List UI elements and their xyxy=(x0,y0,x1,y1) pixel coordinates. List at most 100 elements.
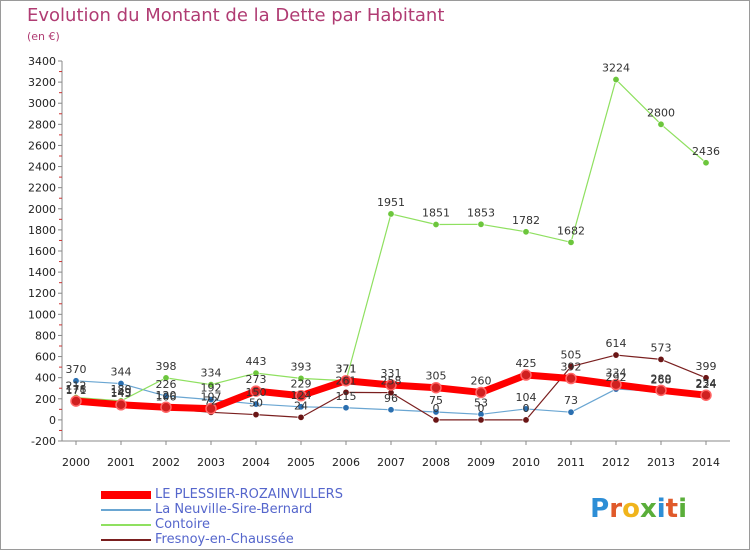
data-label: 393 xyxy=(291,360,312,373)
data-label: 371 xyxy=(336,363,357,376)
y-tick-label: 0 xyxy=(49,414,56,427)
y-tick-label: 1400 xyxy=(28,266,56,279)
data-point xyxy=(612,76,620,84)
data-point xyxy=(565,372,577,385)
y-tick-label: 2800 xyxy=(28,118,56,131)
data-label: 1853 xyxy=(467,206,495,219)
legend-label: LE PLESSIER-ROZAINVILLERS xyxy=(155,487,343,502)
legend-item: La Neuville-Sire-Bernard xyxy=(101,502,343,517)
data-label: 280 xyxy=(651,372,672,385)
data-point xyxy=(72,377,80,385)
data-point xyxy=(522,405,530,413)
data-point xyxy=(385,379,397,391)
data-point xyxy=(117,380,125,388)
data-label: 171 xyxy=(66,384,87,397)
data-point xyxy=(430,381,442,394)
logo-letter: i xyxy=(656,494,666,524)
legend-label: La Neuville-Sire-Bernard xyxy=(155,502,313,517)
data-label: 573 xyxy=(651,341,672,354)
data-label: 73 xyxy=(564,394,578,407)
y-tick-label: 200 xyxy=(35,393,56,406)
legend-swatch xyxy=(101,523,151,526)
legend: LE PLESSIER-ROZAINVILLERS La Neuville-Sir… xyxy=(101,487,343,547)
chart-title: Evolution du Montant de la Dette par Hab… xyxy=(27,5,445,26)
data-point xyxy=(342,404,350,412)
data-point xyxy=(567,238,575,246)
data-label: 53 xyxy=(474,396,488,409)
logo-letter: x xyxy=(639,494,657,524)
data-label: 224 xyxy=(696,378,717,391)
data-label: 305 xyxy=(426,370,447,383)
data-label: 425 xyxy=(516,357,537,370)
logo-letter: t xyxy=(665,494,679,524)
data-label: 344 xyxy=(111,366,132,379)
legend-item: Contoire xyxy=(101,517,343,532)
data-point xyxy=(567,363,575,371)
data-label: 260 xyxy=(471,374,492,387)
data-label: 143 xyxy=(111,387,132,400)
data-point xyxy=(387,406,395,414)
data-label: 104 xyxy=(516,391,537,404)
y-tick-label: 1000 xyxy=(28,308,56,321)
x-tick-label: 2013 xyxy=(647,456,675,469)
data-label: 107 xyxy=(201,391,222,404)
data-label: 392 xyxy=(561,361,582,374)
data-label: 1782 xyxy=(512,214,540,227)
data-label: 443 xyxy=(246,355,267,368)
data-label: 120 xyxy=(156,389,177,402)
x-tick-label: 2011 xyxy=(557,456,585,469)
data-label: 0 xyxy=(523,402,530,415)
data-point xyxy=(160,401,172,413)
data-point xyxy=(702,159,710,167)
data-label: 50 xyxy=(249,397,263,410)
data-point xyxy=(522,416,530,424)
data-label: 0 xyxy=(433,402,440,415)
data-point xyxy=(702,374,710,382)
data-point xyxy=(612,351,620,359)
data-label: 334 xyxy=(606,367,627,380)
data-point xyxy=(432,408,440,416)
y-tick-label: 3200 xyxy=(28,76,56,89)
data-point xyxy=(475,386,487,399)
data-label: 398 xyxy=(156,360,177,373)
legend-swatch xyxy=(101,538,151,541)
y-tick-label: 600 xyxy=(35,351,56,364)
data-point xyxy=(432,221,440,229)
x-tick-label: 2005 xyxy=(287,456,315,469)
data-label: 2800 xyxy=(647,106,675,119)
data-point xyxy=(657,120,665,128)
data-label: 212 xyxy=(66,380,87,393)
logo-letter: i xyxy=(678,494,687,524)
data-point xyxy=(297,374,305,382)
data-label: 24 xyxy=(294,399,308,412)
proxiti-logo: Proxiti xyxy=(590,494,687,524)
data-point xyxy=(700,389,712,401)
x-tick-label: 2010 xyxy=(512,456,540,469)
data-label: 370 xyxy=(66,363,87,376)
data-label: 268 xyxy=(651,374,672,387)
data-label: 292 xyxy=(606,371,627,384)
data-point xyxy=(297,413,305,421)
y-tick-label: -200 xyxy=(31,435,56,448)
data-label: 234 xyxy=(696,377,717,390)
y-tick-label: 3000 xyxy=(28,97,56,110)
data-point xyxy=(297,403,305,411)
data-point xyxy=(522,228,530,236)
series-line xyxy=(75,78,707,402)
y-tick-label: 400 xyxy=(35,372,56,385)
legend-swatch xyxy=(101,508,151,511)
data-label: 273 xyxy=(246,373,267,386)
logo-letter: r xyxy=(609,494,623,524)
data-label: 0 xyxy=(478,402,485,415)
data-label: 149 xyxy=(111,386,132,399)
data-label: 180 xyxy=(111,383,132,396)
data-label: 505 xyxy=(561,349,582,362)
legend-label: Contoire xyxy=(155,517,210,532)
data-point xyxy=(657,355,665,363)
data-point xyxy=(655,384,667,397)
data-label: 1851 xyxy=(422,207,450,220)
data-label: 106 xyxy=(156,391,177,404)
data-label: 178 xyxy=(66,383,87,396)
data-point xyxy=(162,392,170,400)
data-label: 226 xyxy=(156,378,177,391)
